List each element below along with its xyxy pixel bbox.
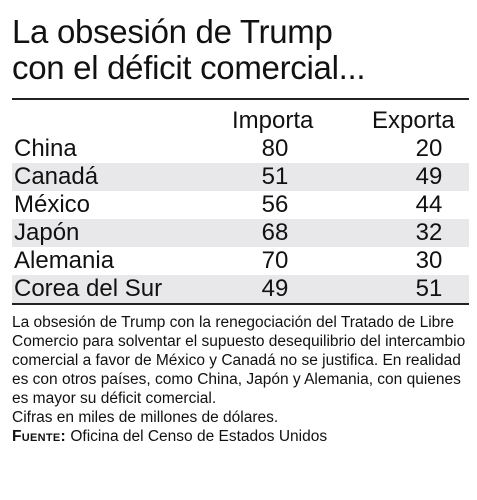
table-row: Japón 68 32 xyxy=(12,219,469,247)
exporta-value: 30 xyxy=(415,247,443,274)
source-line: Fuente: Oficina del Censo de Estados Uni… xyxy=(12,427,474,446)
exporta-value: 49 xyxy=(415,163,443,190)
table-row: Canadá 51 49 xyxy=(12,163,469,191)
importa-value: 51 xyxy=(261,163,289,190)
importa-value: 49 xyxy=(261,275,289,302)
exporta-value: 20 xyxy=(415,135,443,162)
footnote: La obsesión de Trump con la renegociació… xyxy=(12,313,474,446)
exporta-value: 32 xyxy=(415,219,443,246)
importa-value: 68 xyxy=(261,219,289,246)
top-divider xyxy=(12,98,469,100)
source-text: Oficina del Censo de Estados Unidos xyxy=(70,428,328,445)
title-line-1: La obsesión de Trump xyxy=(12,13,333,50)
country-label: China xyxy=(14,135,77,162)
page-title: La obsesión de Trump con el déficit come… xyxy=(12,14,472,86)
note-body: La obsesión de Trump con la renegociació… xyxy=(12,314,466,407)
exporta-value: 51 xyxy=(415,275,443,302)
table-row: Corea del Sur 49 51 xyxy=(12,275,469,303)
source-label: Fuente: xyxy=(12,428,67,445)
trade-table: China 80 20 Canadá 51 49 México 56 44 Japón 68 32 Al… xyxy=(12,135,469,303)
units-note: Cifras en miles de millones de dólares. xyxy=(12,409,279,426)
country-label: Japón xyxy=(14,219,80,246)
importa-value: 70 xyxy=(261,247,289,274)
exporta-value: 44 xyxy=(415,191,443,218)
country-label: México xyxy=(14,191,91,218)
column-header-exporta: Exporta xyxy=(372,107,455,134)
table-row: China 80 20 xyxy=(12,135,469,163)
country-label: Corea del Sur xyxy=(14,275,163,302)
column-header-importa: Importa xyxy=(232,107,314,134)
title-line-2: con el déficit comercial... xyxy=(12,49,366,86)
importa-value: 80 xyxy=(261,135,289,162)
importa-value: 56 xyxy=(261,191,289,218)
country-label: Canadá xyxy=(14,163,99,190)
table-row: México 56 44 xyxy=(12,191,469,219)
table-row: Alemania 70 30 xyxy=(12,247,469,275)
country-label: Alemania xyxy=(14,247,115,274)
bottom-divider xyxy=(12,303,469,305)
